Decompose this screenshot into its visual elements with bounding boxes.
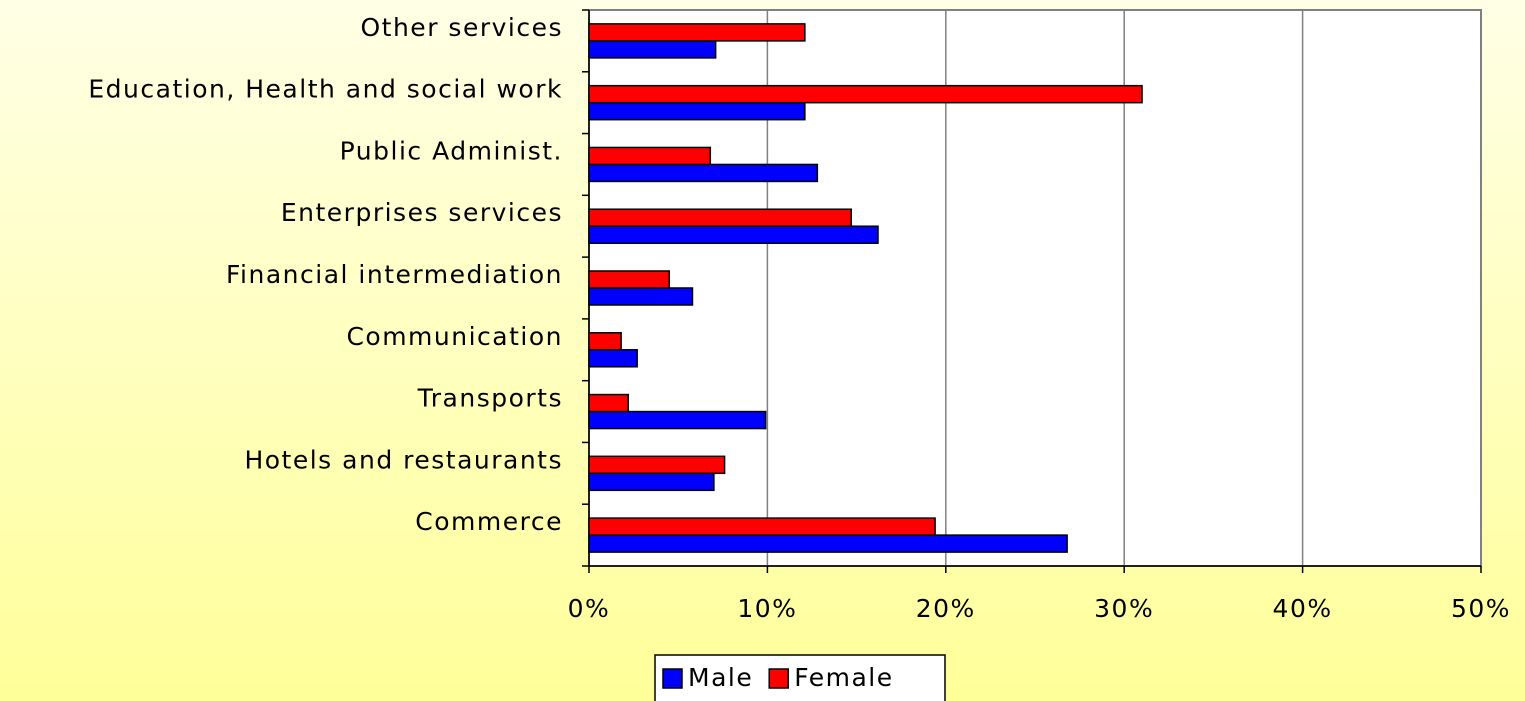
y-tick-label: Enterprises services [281, 198, 563, 227]
bar [588, 101, 806, 121]
legend-label: Male [688, 663, 753, 692]
bar [588, 23, 806, 42]
bar [588, 332, 622, 351]
bar [588, 287, 694, 306]
bar [588, 472, 715, 492]
bar [588, 163, 819, 183]
legend-label: Female [794, 663, 893, 692]
legend-swatch [768, 668, 789, 689]
y-tick-label: Education, Health and social work [88, 75, 563, 104]
y-tick-label: Transports [417, 384, 563, 413]
bar [588, 208, 852, 227]
y-tick-label: Commerce [415, 507, 563, 536]
bar [588, 410, 767, 430]
bar [588, 225, 879, 244]
bar [588, 393, 629, 413]
x-tick-label: 20% [916, 594, 976, 623]
bar [588, 146, 712, 166]
bar [588, 455, 726, 475]
x-tick-label: 30% [1094, 594, 1154, 623]
y-tick-label: Communication [346, 322, 563, 351]
x-tick-label: 40% [1273, 594, 1333, 623]
y-tick-label: Financial intermediation [226, 260, 563, 289]
legend-swatch [662, 668, 683, 689]
y-tick-label: Hotels and restaurants [244, 445, 563, 474]
x-tick-label: 10% [737, 594, 797, 623]
bar [588, 534, 1068, 553]
y-tick-label: Other services [360, 13, 563, 42]
bar [588, 84, 1143, 104]
bar [588, 349, 638, 368]
x-tick-label: 50% [1451, 594, 1511, 623]
bar [588, 40, 717, 59]
legend-box [654, 654, 946, 701]
x-tick-label: 0% [568, 594, 611, 623]
y-tick-label: Public Administ. [340, 136, 563, 165]
bar [588, 517, 936, 536]
bar [588, 270, 671, 289]
